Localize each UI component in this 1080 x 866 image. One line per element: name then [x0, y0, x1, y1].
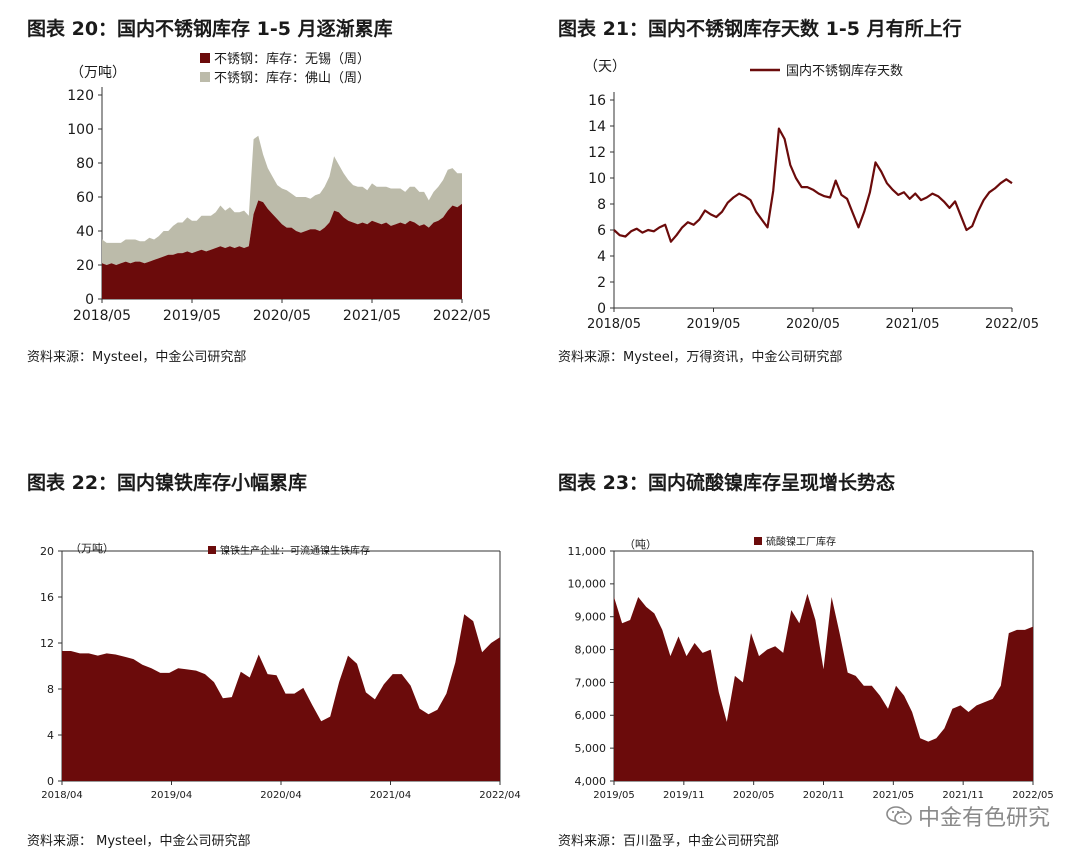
chart20-source: 资料来源：Mysteel，中金公司研究部 — [27, 350, 247, 365]
chart21-source: 资料来源：Mysteel，万得资讯，中金公司研究部 — [558, 350, 843, 365]
chart23-xtick-label: 2019/11 — [663, 790, 705, 801]
chart21-xtick-label: 2019/05 — [686, 317, 740, 332]
chart23: 4,000 5,000 6,000 7,000 8,000 9,000 10,000 11,0… — [568, 535, 1054, 801]
chart23-ytick-label: 4,000 — [575, 775, 607, 788]
chart21-ytick-label: 0 — [597, 301, 606, 317]
chart21-xtick-label: 2018/05 — [587, 317, 641, 332]
chart23-legend-label: 硫酸镍工厂库存 — [766, 535, 836, 548]
chart20-legend-label: 不锈钢：库存：佛山（周） — [214, 70, 370, 86]
chart20-ytick-label: 100 — [67, 122, 94, 138]
chart23-xtick-label: 2021/05 — [873, 790, 915, 801]
chart22-y-label: （万吨） — [70, 542, 114, 555]
chart20-ytick-label: 20 — [76, 258, 94, 274]
chart23-xtick-label: 2020/05 — [733, 790, 775, 801]
chart21-ytick-label: 6 — [597, 223, 606, 239]
chart23-ytick-label: 8,000 — [575, 643, 607, 656]
chart22-xtick-label: 2019/04 — [151, 790, 193, 801]
chart20-ytick-label: 120 — [67, 88, 94, 104]
chart23-ytick-label: 6,000 — [575, 709, 607, 722]
chart21-title: 图表 21：国内不锈钢库存天数 1-5 月有所上行 — [558, 18, 962, 40]
chart20-ytick-label: 80 — [76, 156, 94, 172]
chart22-ytick-label: 0 — [47, 775, 54, 788]
chart22-xtick-label: 2020/04 — [260, 790, 302, 801]
chart23-legend-marker — [754, 537, 762, 545]
chart23-series-1-area — [614, 593, 1033, 781]
chart23-title: 图表 23：国内硫酸镍库存呈现增长势态 — [558, 472, 896, 494]
chart20-xtick-label: 2022/05 — [433, 308, 491, 324]
chart20-legend-marker — [200, 53, 210, 63]
chart21-y-label: （天） — [584, 59, 626, 75]
chart21-legend-label: 国内不锈钢库存天数 — [786, 63, 903, 79]
chart23-ytick-label: 5,000 — [575, 742, 607, 755]
chart22-source: 资料来源： Mysteel，中金公司研究部 — [27, 834, 251, 849]
chart21-ytick-label: 4 — [597, 249, 606, 265]
chart22-ytick-label: 4 — [47, 729, 54, 742]
watermark-text: 中金有色研究 — [917, 806, 1050, 831]
chart22-ytick-label: 8 — [47, 683, 54, 696]
chart21-ytick-label: 10 — [588, 171, 606, 187]
chart20: 0 20 40 60 80 100 120 2018/05 2019/05 2020/05 2021… — [67, 51, 491, 324]
chart22-ytick-label: 20 — [40, 545, 54, 558]
chart20-ytick-label: 40 — [76, 224, 94, 240]
chart20-series-2-area — [102, 135, 462, 265]
chart21: 0 2 4 6 8 10 12 14 16 2018/05 2019/05 2020/05 2021/0… — [584, 59, 1039, 332]
chart20-ytick-label: 0 — [85, 292, 94, 308]
chart23-ytick-label: 7,000 — [575, 676, 607, 689]
chart20-xtick-label: 2018/05 — [73, 308, 131, 324]
chart22-xtick-label: 2022/04 — [479, 790, 521, 801]
chart20-ytick-label: 60 — [76, 190, 94, 206]
chart22-title: 图表 22：国内镍铁库存小幅累库 — [27, 472, 308, 494]
chart20-xtick-label: 2021/05 — [343, 308, 401, 324]
chart23-xtick-label: 2020/11 — [803, 790, 845, 801]
chart22-xtick-label: 2018/04 — [41, 790, 83, 801]
chart23-xtick-label: 2022/05 — [1012, 790, 1054, 801]
chart20-series-1-area — [102, 200, 462, 299]
chart23-source: 资料来源：百川盈孚，中金公司研究部 — [558, 834, 780, 849]
chart21-xtick-label: 2020/05 — [786, 317, 840, 332]
chart23-ytick-label: 11,000 — [568, 545, 607, 558]
chart22-legend-marker — [208, 546, 216, 554]
chart21-ytick-label: 12 — [588, 145, 606, 161]
chart21-ytick-label: 14 — [588, 119, 606, 135]
chart22-xtick-label: 2021/04 — [370, 790, 412, 801]
chart23-ytick-label: 9,000 — [575, 611, 607, 624]
chart20-legend-label: 不锈钢：库存：无锡（周） — [214, 51, 370, 67]
chart22-series-1-area — [62, 614, 500, 781]
chart23-xtick-label: 2019/05 — [593, 790, 635, 801]
chart23-xtick-label: 2021/11 — [942, 790, 984, 801]
chart21-series-1-line — [613, 127, 1013, 243]
chart21-ytick-label: 2 — [597, 275, 606, 291]
chart20-xtick-label: 2019/05 — [163, 308, 221, 324]
chart21-xtick-label: 2022/05 — [985, 317, 1039, 332]
chart20-legend-marker — [200, 72, 210, 82]
chart20-xtick-label: 2020/05 — [253, 308, 311, 324]
chart22: 0 4 8 12 16 20 2018/04 2019/04 2020/04 2021/04 202… — [40, 542, 521, 801]
watermark: 中金有色研究 — [886, 800, 1050, 832]
chart23-ytick-label: 10,000 — [568, 578, 607, 591]
chart21-xtick-label: 2021/05 — [885, 317, 939, 332]
chart21-ytick-label: 8 — [597, 197, 606, 213]
chart22-ytick-label: 16 — [40, 591, 54, 604]
chart22-legend-label: 镍铁生产企业：可流通镍生铁库存 — [220, 544, 370, 557]
wechat-icon — [886, 806, 912, 825]
chart20-y-label: （万吨） — [70, 65, 126, 81]
chart21-ytick-label: 16 — [588, 93, 606, 109]
chart22-ytick-label: 12 — [40, 637, 54, 650]
chart20-title: 图表 20：国内不锈钢库存 1-5 月逐渐累库 — [27, 18, 393, 40]
chart23-y-label: （吨） — [624, 538, 657, 551]
